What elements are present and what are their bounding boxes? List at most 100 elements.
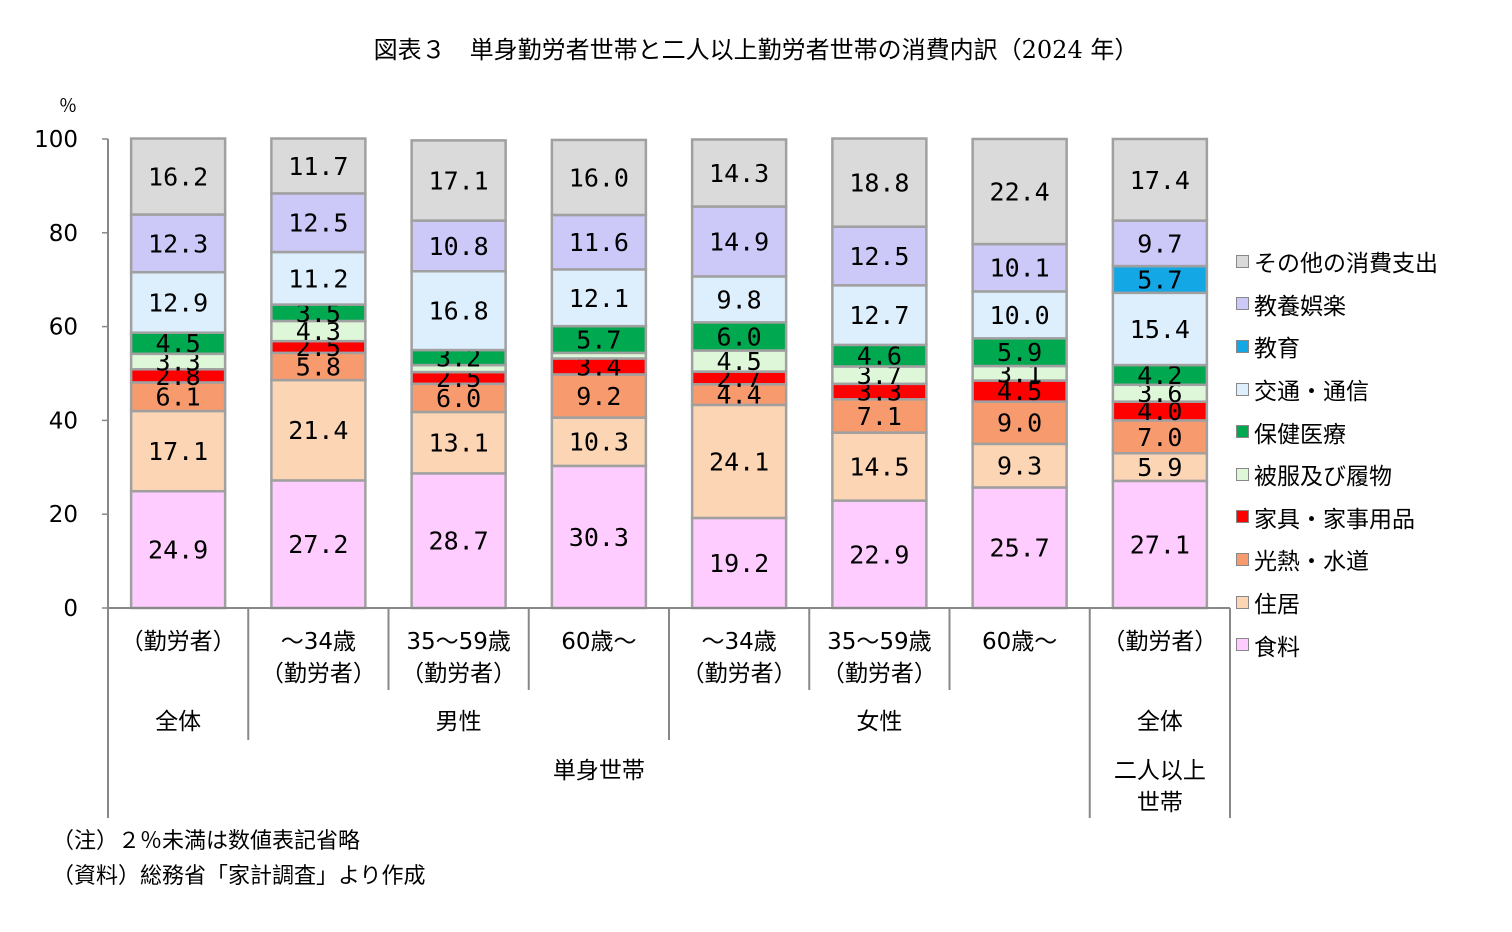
- category-label: 60歳～: [561, 629, 636, 655]
- data-label: 6.0: [436, 384, 481, 413]
- bar-segment: [410, 410, 507, 475]
- bar-segment: [550, 324, 648, 355]
- y-tick-label: 0: [63, 596, 78, 622]
- data-label: 11.6: [569, 228, 629, 257]
- category-label: 35～59歳: [827, 629, 932, 655]
- y-tick-label: 60: [49, 315, 78, 341]
- data-label: 10.1: [990, 254, 1050, 283]
- data-label: 12.3: [148, 229, 208, 258]
- bar-segment: [129, 137, 227, 216]
- legend-item: その他の消費支出: [1236, 240, 1438, 283]
- bar-segment: [270, 137, 367, 195]
- data-label: 11.2: [288, 264, 348, 293]
- data-label: 28.7: [429, 527, 489, 556]
- chart-title: 図表３ 単身勤労者世帯と二人以上勤労者世帯の消費内訳（2024 年）: [373, 36, 1139, 64]
- data-label: 7.1: [857, 402, 902, 431]
- data-label: 9.8: [717, 285, 762, 314]
- bar-segment: [270, 351, 367, 382]
- group-label: 女性: [856, 709, 902, 735]
- bar-segment: [550, 138, 648, 217]
- data-label: 22.9: [849, 540, 909, 569]
- bar-segment: [831, 284, 928, 347]
- category-label: 35～59歳: [406, 629, 511, 655]
- legend-swatch: [1236, 425, 1249, 439]
- data-label: 4.5: [997, 377, 1042, 406]
- data-label: 12.9: [148, 288, 208, 317]
- legend-swatch: [1236, 510, 1249, 524]
- bar-segment: [1111, 451, 1209, 483]
- legend-label: 教育: [1254, 336, 1300, 363]
- legend-item: 被服及び履物: [1236, 453, 1438, 496]
- data-label: 10.3: [569, 428, 629, 457]
- bar-segment: [550, 464, 648, 610]
- bar-segment: [550, 213, 648, 271]
- data-label: 12.5: [849, 242, 909, 271]
- bar-segment: [1111, 264, 1209, 295]
- data-label: 18.8: [849, 169, 909, 198]
- category-label: （勤労者）: [1102, 629, 1217, 655]
- legend-label: 食料: [1254, 634, 1300, 661]
- legend-swatch: [1236, 339, 1249, 353]
- category-label: ～34歳: [281, 629, 356, 655]
- category-label: （勤労者）: [121, 629, 236, 655]
- bar-segment: [831, 499, 928, 610]
- bar-segment: [690, 403, 788, 520]
- legend-item: 教育: [1236, 325, 1438, 368]
- legend-swatch: [1236, 638, 1249, 652]
- bar-segment: [831, 137, 928, 228]
- bar-segment: [1111, 479, 1209, 610]
- data-label: 11.7: [288, 152, 348, 181]
- data-label: 6.1: [156, 383, 201, 412]
- data-label: 6.0: [717, 322, 762, 351]
- legend-label: 住居: [1254, 592, 1300, 619]
- bar-segment: [971, 290, 1068, 340]
- data-label: 12.5: [288, 209, 348, 238]
- data-label: 25.7: [990, 534, 1050, 563]
- legend-swatch: [1236, 552, 1249, 566]
- data-label: 10.8: [429, 232, 489, 261]
- y-axis-unit: ％: [59, 96, 77, 117]
- legend-label: 教養娯楽: [1254, 293, 1346, 320]
- category-label: 60歳～: [982, 629, 1057, 655]
- bar-segment: [971, 137, 1068, 246]
- data-label: 4.6: [857, 342, 902, 371]
- bar-segment: [410, 139, 507, 222]
- group-label: 全体: [1137, 709, 1183, 735]
- data-label: 17.1: [429, 167, 489, 196]
- data-label: 12.1: [569, 284, 629, 313]
- legend-label: 交通・通信: [1254, 379, 1369, 406]
- bar-segment: [550, 373, 648, 419]
- legend-item: 教養娯楽: [1236, 283, 1438, 326]
- data-label: 5.9: [997, 338, 1042, 367]
- legend-item: 保健医療: [1236, 410, 1438, 453]
- legend-item: 食料: [1236, 623, 1438, 666]
- bar-segment: [971, 400, 1068, 446]
- legend-item: 交通・通信: [1236, 368, 1438, 411]
- data-label: 5.8: [296, 352, 341, 381]
- data-label: 4.5: [717, 347, 762, 376]
- household-label: 二人以上: [1114, 758, 1206, 784]
- data-label: 19.2: [709, 549, 769, 578]
- bar-segment: [1111, 419, 1209, 455]
- data-label: 14.9: [709, 227, 769, 256]
- data-label: 9.3: [997, 452, 1042, 481]
- bar-segment: [550, 268, 648, 328]
- data-label: 24.9: [148, 536, 208, 565]
- legend-label: 保健医療: [1254, 421, 1346, 448]
- category-label: ～34歳: [701, 629, 776, 655]
- data-label: 15.4: [1130, 315, 1190, 344]
- data-label: 14.3: [709, 159, 769, 188]
- footnote: （注）２％未満は数値表記省略: [52, 829, 361, 854]
- household-label: 単身世帯: [553, 758, 645, 784]
- data-label: 27.2: [288, 530, 348, 559]
- y-tick-label: 20: [49, 502, 78, 528]
- data-label: 21.4: [288, 416, 348, 445]
- bar-segment: [690, 205, 788, 278]
- data-label: 16.8: [429, 297, 489, 326]
- data-label: 16.2: [148, 163, 208, 192]
- bar-segment: [971, 242, 1068, 293]
- legend-item: 住居: [1236, 581, 1438, 624]
- data-label: 24.1: [709, 447, 769, 476]
- data-label: 9.7: [1137, 229, 1182, 258]
